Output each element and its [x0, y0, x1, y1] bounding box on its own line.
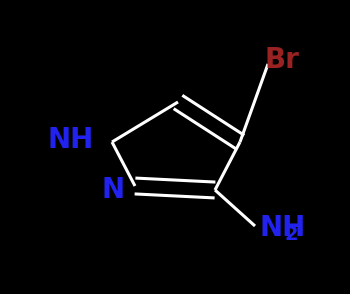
- Text: 2: 2: [285, 225, 299, 243]
- Text: Br: Br: [265, 46, 300, 74]
- Text: N: N: [102, 176, 125, 204]
- Text: NH: NH: [259, 214, 305, 242]
- Text: NH: NH: [48, 126, 94, 154]
